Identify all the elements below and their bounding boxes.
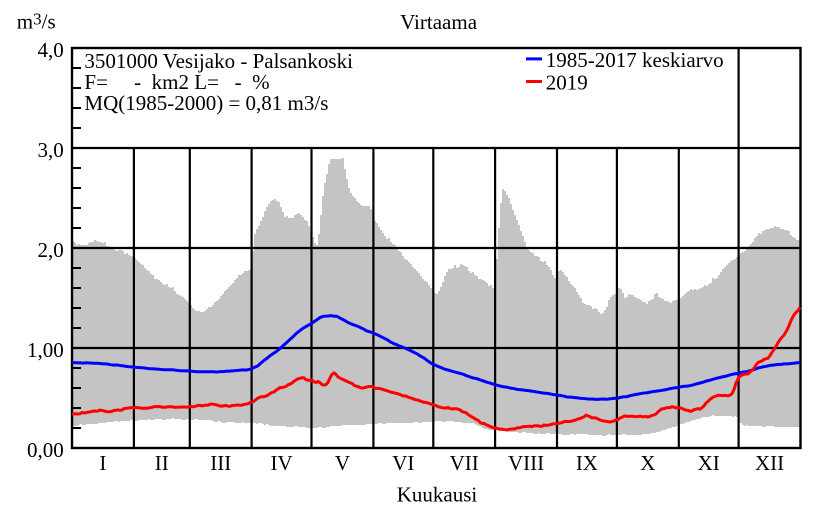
svg-text:Kuukausi: Kuukausi xyxy=(397,483,478,507)
svg-text:1,00: 1,00 xyxy=(27,338,64,362)
svg-text:VIII: VIII xyxy=(508,451,544,475)
svg-text:III: III xyxy=(210,451,231,475)
svg-text:2,0: 2,0 xyxy=(37,238,63,262)
svg-text:II: II xyxy=(155,451,169,475)
svg-text:4,0: 4,0 xyxy=(37,38,63,62)
svg-text:3501000 Vesijako - Palsankoski: 3501000 Vesijako - Palsankoski xyxy=(84,49,353,73)
svg-text:XII: XII xyxy=(755,451,784,475)
svg-text:XI: XI xyxy=(698,451,720,475)
svg-text:m3/s: m3/s xyxy=(17,10,56,34)
svg-text:MQ(1985-2000) = 0,81 m3/s: MQ(1985-2000) = 0,81 m3/s xyxy=(84,91,328,115)
svg-text:VII: VII xyxy=(450,451,479,475)
svg-text:VI: VI xyxy=(392,451,414,475)
svg-text:I: I xyxy=(99,451,106,475)
svg-text:IX: IX xyxy=(576,451,598,475)
svg-text:2019: 2019 xyxy=(546,70,588,94)
svg-text:F= - km2 L= - %: F= - km2 L= - % xyxy=(84,70,269,94)
svg-text:X: X xyxy=(640,451,655,475)
svg-text:3,0: 3,0 xyxy=(37,138,63,162)
svg-text:V: V xyxy=(335,451,350,475)
svg-text:1985-2017 keskiarvo: 1985-2017 keskiarvo xyxy=(546,48,724,72)
svg-text:IV: IV xyxy=(271,451,293,475)
svg-text:Virtaama: Virtaama xyxy=(400,10,478,34)
svg-text:0,00: 0,00 xyxy=(27,438,64,462)
